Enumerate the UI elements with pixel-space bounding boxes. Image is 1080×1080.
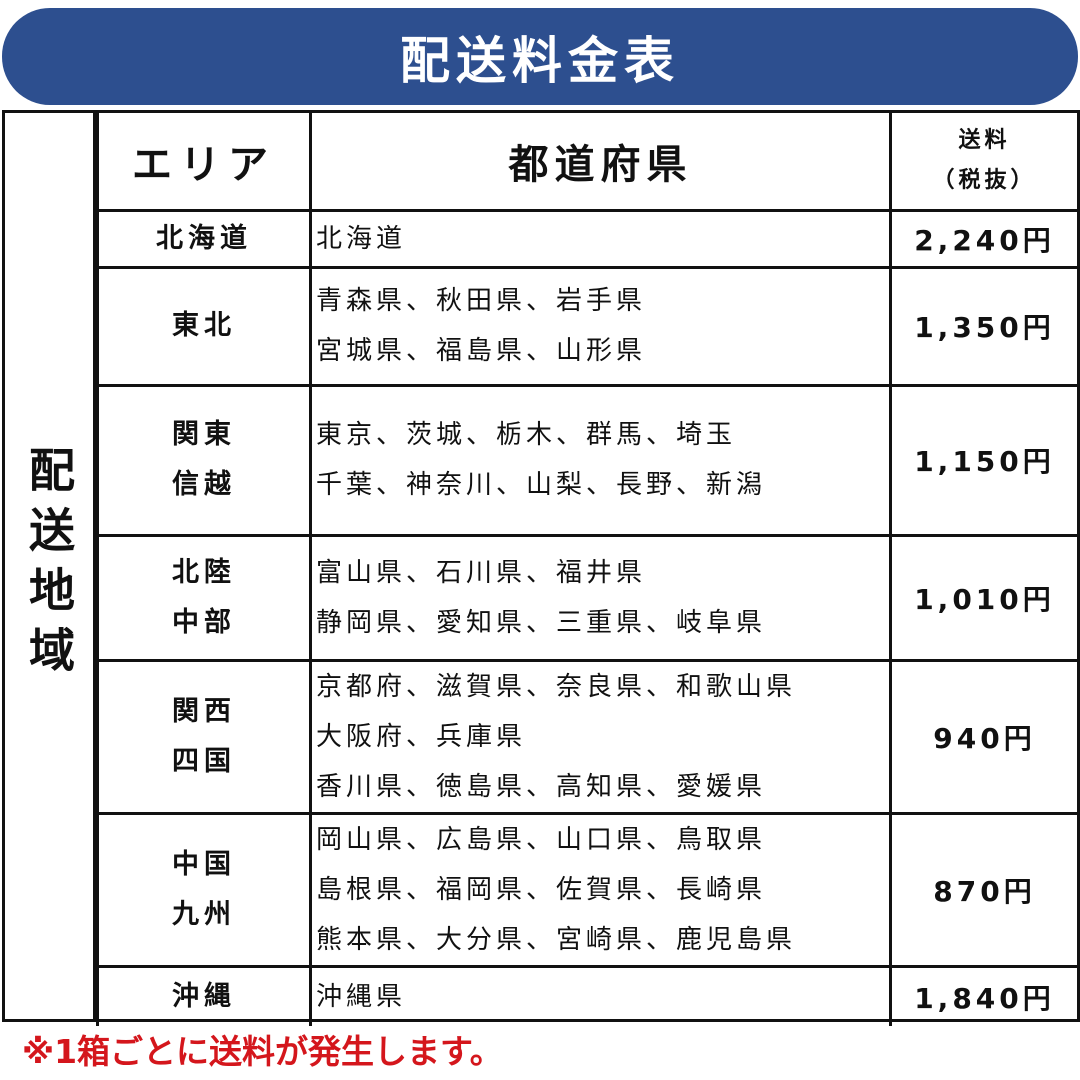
price-cell: 2,240円 (889, 208, 1077, 269)
page-title: 配送料金表 (2, 8, 1078, 105)
prefectures-cell: 北海道 (309, 208, 892, 269)
prefectures-cell: 京都府、滋賀県、奈良県、和歌山県 大阪府、兵庫県 香川県、徳島県、高知県、愛媛県 (309, 658, 892, 815)
shipping-table-frame: 配送地域 エリア 都道府県 送料 （税抜） 北海道 北海道 2,240円 東北 青森県、… (2, 110, 1080, 1026)
table-row: 北海道 北海道 2,240円 (96, 208, 1077, 269)
table-row: 北陸 中部 富山県、石川県、福井県 静岡県、愛知県、三重県、岐阜県 1,010円 (96, 533, 1077, 662)
prefectures-cell: 岡山県、広島県、山口県、鳥取県 島根県、福岡県、佐賀県、長崎県 熊本県、大分県、… (309, 811, 892, 968)
area-cell: 関東 信越 (96, 383, 312, 537)
prefectures-cell: 富山県、石川県、福井県 静岡県、愛知県、三重県、岐阜県 (309, 533, 892, 662)
price-cell: 940円 (889, 658, 1077, 815)
table-row: 関西 四国 京都府、滋賀県、奈良県、和歌山県 大阪府、兵庫県 香川県、徳島県、高知… (96, 658, 1077, 815)
prefectures-cell: 青森県、秋田県、岩手県 宮城県、福島県、山形県 (309, 265, 892, 387)
table-row: 東北 青森県、秋田県、岩手県 宮城県、福島県、山形県 1,350円 (96, 265, 1077, 387)
area-cell: 北海道 (96, 208, 312, 269)
area-cell: 関西 四国 (96, 658, 312, 815)
side-label: 配送地域 (22, 446, 76, 686)
header-price: 送料 （税抜） (889, 113, 1077, 212)
price-cell: 1,010円 (889, 533, 1077, 662)
table-row: 中国 九州 岡山県、広島県、山口県、鳥取県 島根県、福岡県、佐賀県、長崎県 熊本県… (96, 811, 1077, 968)
header-prefectures: 都道府県 (309, 113, 892, 212)
area-cell: 北陸 中部 (96, 533, 312, 662)
shipping-rate-table: エリア 都道府県 送料 （税抜） 北海道 北海道 2,240円 東北 青森県、秋田県、岩… (96, 113, 1077, 1026)
footnote: ※1箱ごとに送料が発生します。 (22, 1032, 503, 1071)
prefectures-cell: 東京、茨城、栃木、群馬、埼玉 千葉、神奈川、山梨、長野、新潟 (309, 383, 892, 537)
header-price-line2: （税抜） (932, 167, 1037, 193)
prefectures-cell: 沖縄県 (309, 964, 892, 1026)
side-label-cell: 配送地域 (5, 113, 96, 1019)
price-cell: 870円 (889, 811, 1077, 968)
table-row: 関東 信越 東京、茨城、栃木、群馬、埼玉 千葉、神奈川、山梨、長野、新潟 1,150… (96, 383, 1077, 537)
price-cell: 1,150円 (889, 383, 1077, 537)
header-price-line1: 送料 (958, 127, 1011, 153)
area-cell: 沖縄 (96, 964, 312, 1026)
price-cell: 1,350円 (889, 265, 1077, 387)
header-area: エリア (96, 113, 312, 212)
header-row: エリア 都道府県 送料 （税抜） (96, 113, 1077, 212)
price-cell: 1,840円 (889, 964, 1077, 1026)
area-cell: 東北 (96, 265, 312, 387)
area-cell: 中国 九州 (96, 811, 312, 968)
table-row: 沖縄 沖縄県 1,840円 (96, 964, 1077, 1026)
